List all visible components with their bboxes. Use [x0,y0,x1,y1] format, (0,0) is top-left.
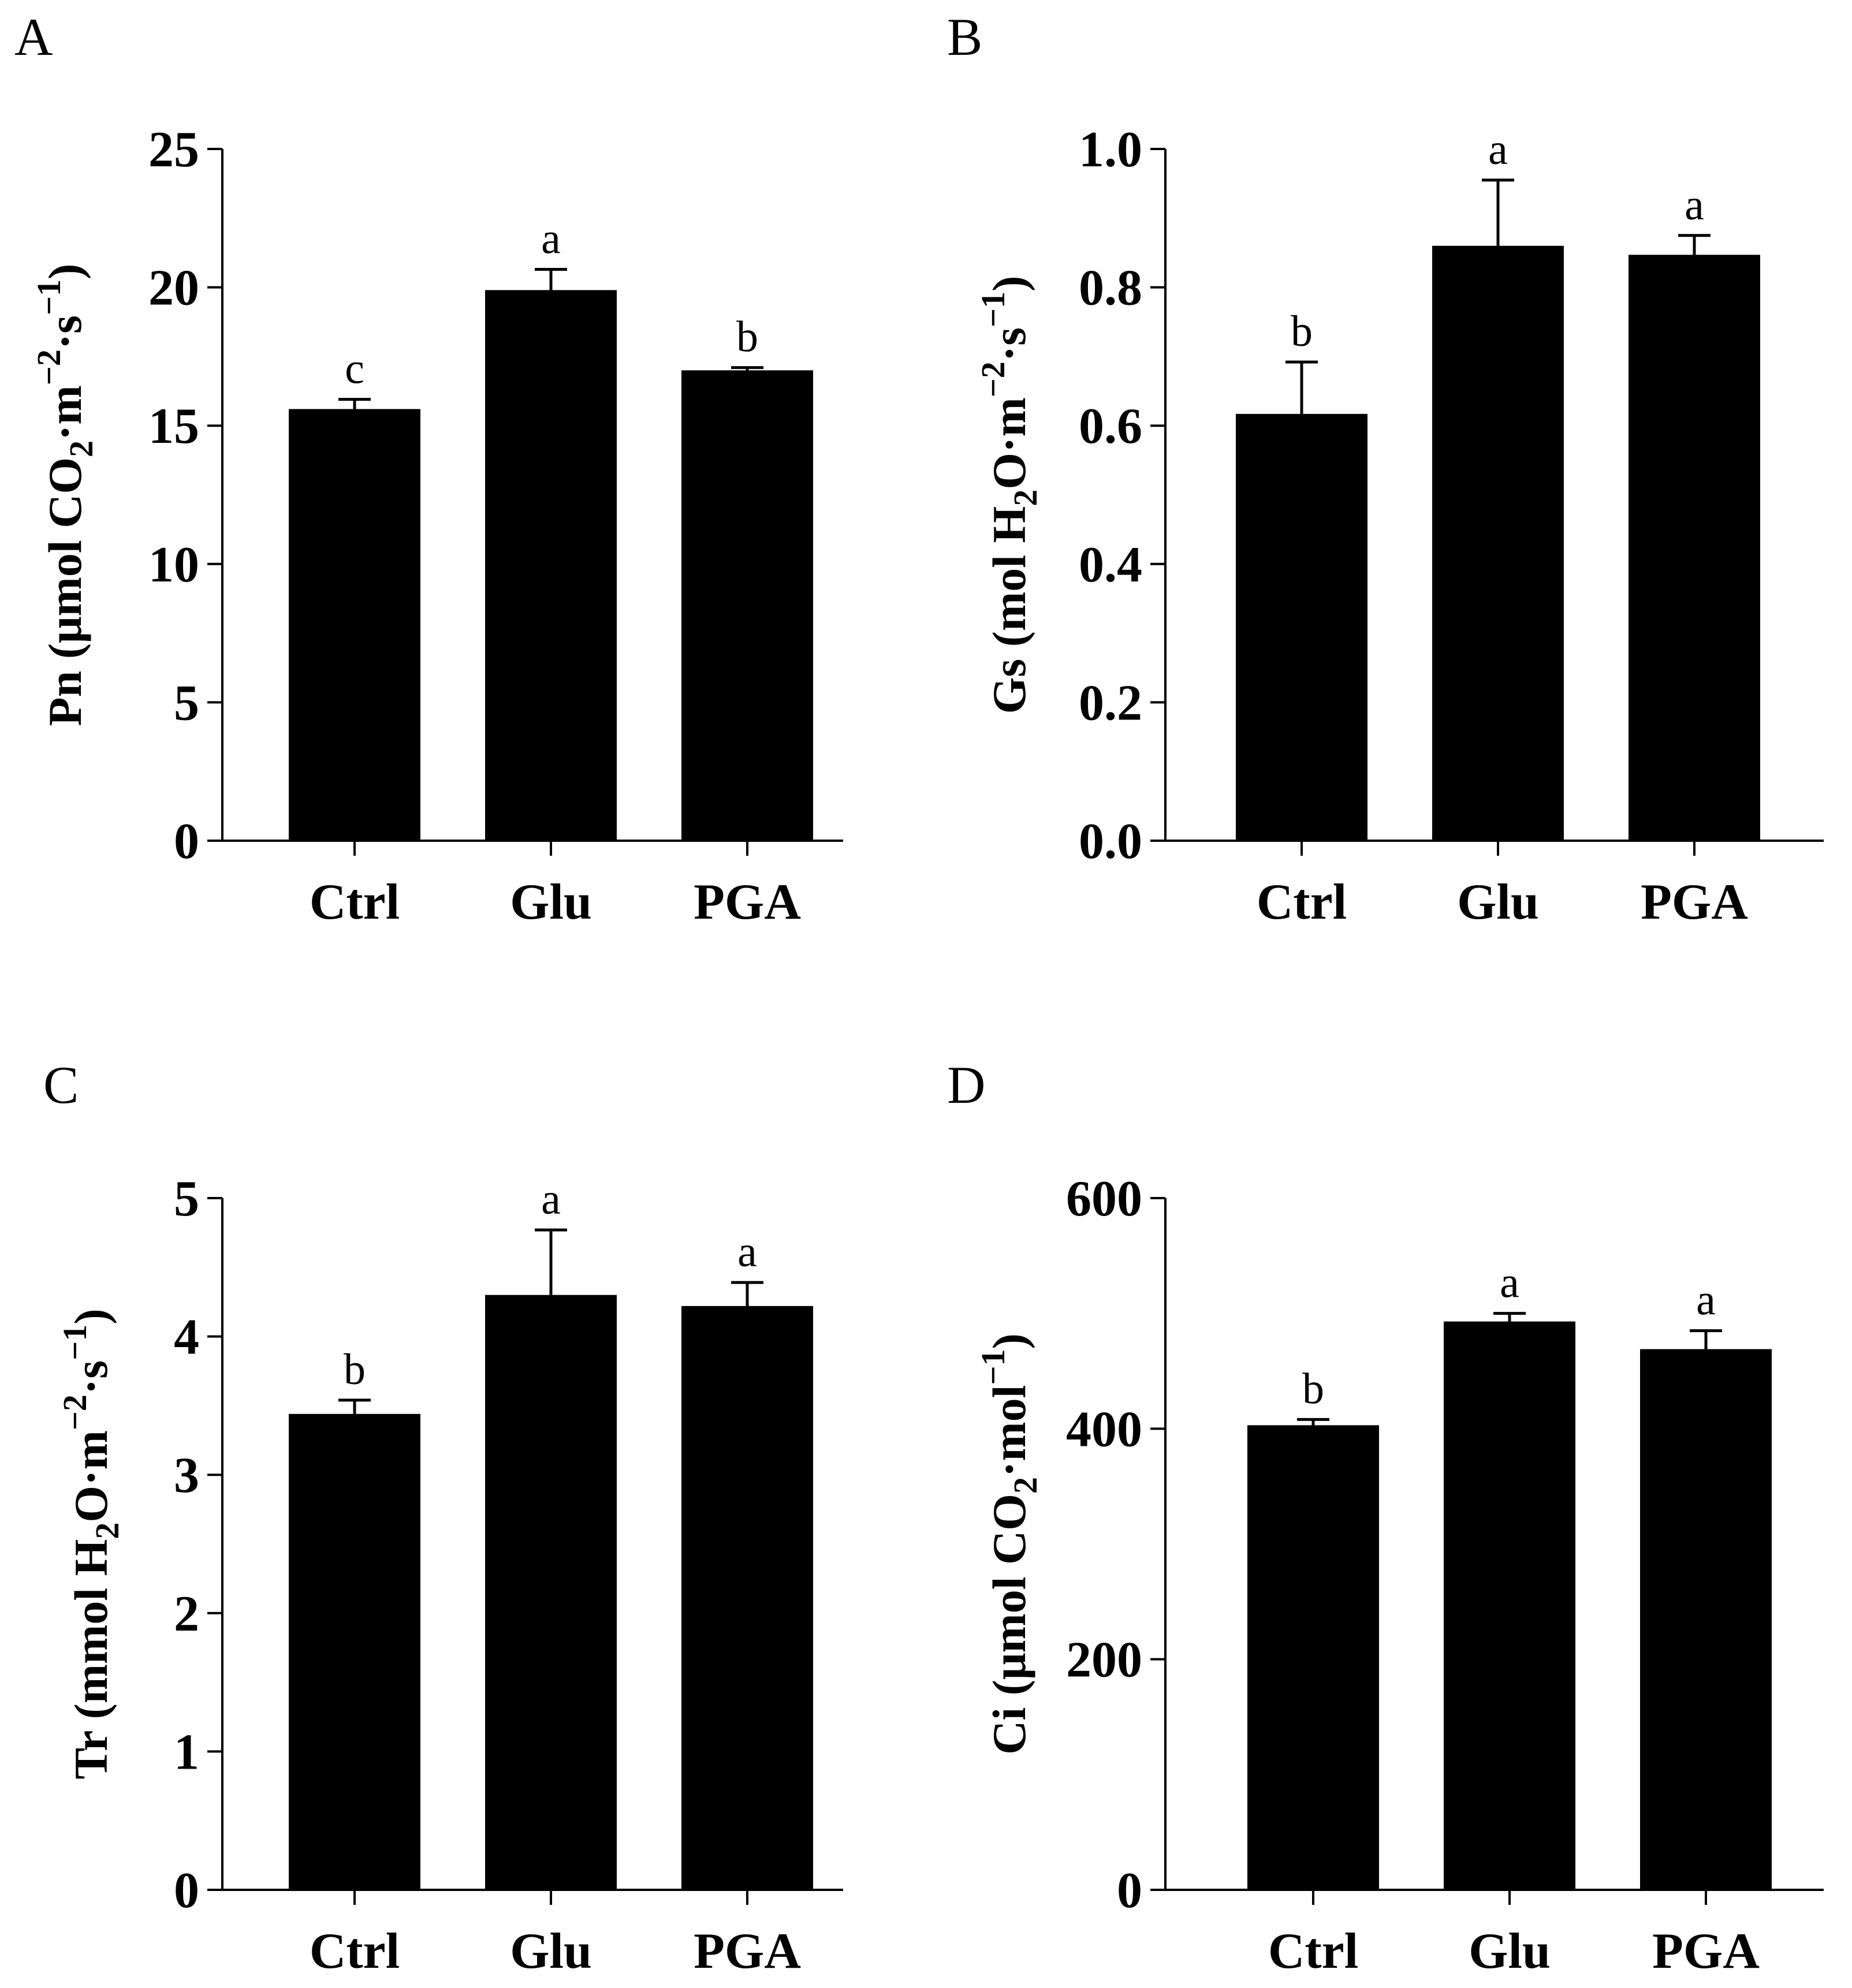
significance-label: a [737,1228,757,1276]
y-tick-label: 4 [174,1310,199,1366]
bar-pga [681,370,813,841]
significance-label: a [1696,1276,1716,1325]
bar-ctrl [1247,1425,1379,1890]
y-axis-label: Ci (μmol CO2·mol−1) [974,1333,1044,1755]
x-tick-label: Glu [510,874,592,930]
y-axis-label: Gs (mol H2O·m−2·s−1) [974,275,1044,714]
x-tick-label: Ctrl [310,874,400,930]
significance-label: b [344,1345,366,1394]
x-tick-label: Ctrl [310,1923,400,1979]
panel-letter: A [14,8,53,66]
y-tick-label: 0 [1117,1863,1142,1919]
y-tick-label: 5 [174,1171,199,1227]
bar-glu [485,290,617,841]
y-tick-label: 1 [174,1724,199,1780]
x-tick-label: PGA [1641,874,1748,930]
y-tick-label: 0.2 [1079,675,1142,731]
panel-d: D 0 200 400 600 b Ctrl a Glu a PGA Ci (μmol CO2·mol… [947,1055,1824,1979]
x-tick-label: PGA [1652,1923,1760,1979]
significance-label: b [1302,1364,1324,1413]
panel-b: B 0.0 0.2 0.4 0.6 0.8 1.0 b Ctrl a Glu a PGA Gs (mol … [947,8,1824,930]
y-tick-label: 3 [174,1448,199,1504]
bar-pga [681,1306,813,1890]
y-tick-label: 400 [1066,1401,1142,1457]
significance-label: b [736,313,758,361]
x-tick-label: Ctrl [1268,1923,1358,1979]
significance-label: a [1500,1259,1519,1307]
y-tick-label: 0.0 [1079,814,1142,870]
y-axis-label: Tr (mmol H2O·m−2·s−1) [56,1308,126,1779]
y-tick-label: 200 [1066,1632,1142,1688]
x-tick-label: PGA [694,874,801,930]
significance-label: a [541,214,561,263]
panel-c: C 0 1 2 3 4 5 b Ctrl a Glu a PGA Tr (mmol H2O·m−2·s−1… [43,1055,843,1979]
y-tick-label: 5 [174,675,199,731]
y-tick-label: 600 [1066,1171,1142,1227]
x-tick-label: Glu [1457,874,1539,930]
bar-ctrl [289,409,420,841]
significance-label: a [1685,181,1704,229]
significance-label: b [1291,307,1313,356]
x-tick-label: Ctrl [1257,874,1347,930]
panel-a: A 0 5 10 15 20 25 c Ctrl a Glu b PGA Pn (μmol CO2·m−2… [14,8,843,930]
y-tick-label: 20 [148,260,199,316]
y-tick-label: 15 [148,398,199,454]
bar-glu [485,1295,617,1890]
x-tick-label: Glu [510,1923,592,1979]
panel-letter: B [947,8,982,66]
y-tick-label: 1.0 [1079,122,1142,178]
bar-glu [1432,245,1564,841]
y-tick-label: 0 [174,1863,199,1919]
x-tick-label: PGA [694,1923,801,1979]
y-tick-label: 0.4 [1079,537,1142,593]
y-tick-label: 0.6 [1079,398,1142,454]
significance-label: c [345,345,364,393]
x-tick-label: Glu [1469,1923,1551,1979]
y-tick-label: 0 [174,814,199,870]
y-tick-label: 25 [148,122,199,178]
panel-letter: C [43,1055,79,1114]
bar-glu [1444,1321,1575,1890]
bar-pga [1629,255,1760,841]
y-tick-label: 10 [148,537,199,593]
bar-ctrl [289,1413,420,1890]
significance-label: a [1488,125,1508,174]
bar-pga [1640,1349,1772,1890]
significance-label: a [541,1175,561,1224]
panel-letter: D [947,1055,985,1114]
bar-ctrl [1236,413,1367,841]
y-tick-label: 0.8 [1079,260,1142,316]
y-axis-label: Pn (μmol CO2·m−2·s−1) [30,264,100,726]
y-tick-label: 2 [174,1586,199,1642]
